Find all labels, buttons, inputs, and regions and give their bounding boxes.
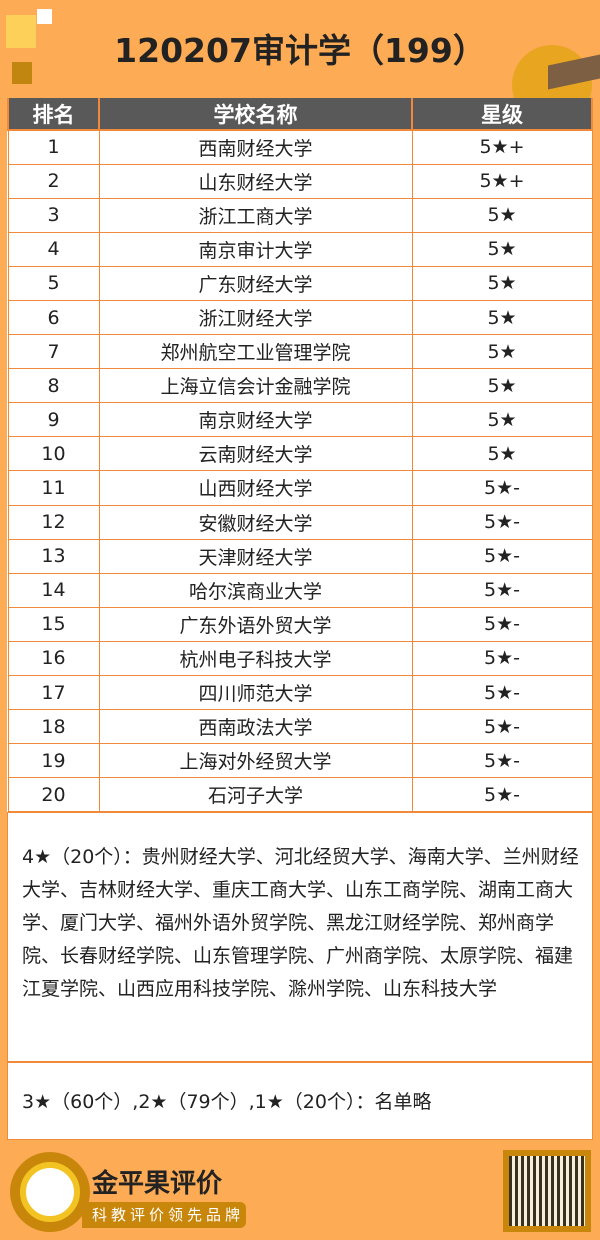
qr-code [503, 1150, 591, 1232]
four-star-list: 4★（20个）：贵州财经大学、河北经贸大学、海南大学、兰州财经大学、吉林财经大学… [7, 812, 593, 1062]
cell-stars: 5★- [411, 640, 593, 677]
table-row: 12 安徽财经大学 5★- [7, 504, 593, 540]
cell-school: 西南财经大学 [98, 129, 413, 165]
cell-school: 郑州航空工业管理学院 [98, 334, 413, 370]
table-row: 2 山东财经大学 5★+ [7, 163, 593, 199]
table-row: 14 哈尔滨商业大学 5★- [7, 572, 593, 608]
cell-rank: 13 [7, 538, 100, 574]
cell-stars: 5★+ [411, 129, 593, 165]
brand-logo [10, 1152, 90, 1232]
cell-school: 四川师范大学 [98, 674, 413, 711]
cell-school: 西南政法大学 [98, 709, 413, 745]
cell-rank: 11 [7, 470, 100, 506]
cell-stars: 5★- [411, 538, 593, 574]
table-row: 9 南京财经大学 5★ [7, 402, 593, 438]
cell-rank: 6 [7, 299, 100, 336]
cell-school: 上海对外经贸大学 [98, 743, 413, 779]
decor-square-brown [12, 62, 32, 84]
cell-rank: 19 [7, 743, 100, 779]
cell-rank: 5 [7, 265, 100, 301]
cell-school: 山东财经大学 [98, 163, 413, 199]
cell-rank: 10 [7, 436, 100, 472]
cell-stars: 5★- [411, 777, 593, 813]
decor-square-yellow [6, 15, 36, 48]
cell-rank: 1 [7, 129, 100, 165]
header-stars: 星级 [411, 98, 593, 131]
table-row: 3 浙江工商大学 5★ [7, 197, 593, 233]
cell-school: 浙江工商大学 [98, 197, 413, 233]
table-row: 16 杭州电子科技大学 5★- [7, 640, 593, 677]
cell-rank: 12 [7, 504, 100, 540]
cell-school: 浙江财经大学 [98, 299, 413, 336]
cell-rank: 20 [7, 777, 100, 813]
table-row: 7 郑州航空工业管理学院 5★ [7, 334, 593, 370]
table-row: 6 浙江财经大学 5★ [7, 299, 593, 336]
cell-stars: 5★- [411, 470, 593, 506]
table-row: 20 石河子大学 5★- [7, 777, 593, 813]
table-row: 5 广东财经大学 5★ [7, 265, 593, 301]
table-row: 11 山西财经大学 5★- [7, 470, 593, 506]
cell-stars: 5★ [411, 197, 593, 233]
cell-school: 上海立信会计金融学院 [98, 368, 413, 404]
page-title: 120207审计学（199） [114, 31, 486, 70]
table-row: 17 四川师范大学 5★- [7, 674, 593, 711]
cell-stars: 5★ [411, 436, 593, 472]
table-row: 15 广东外语外贸大学 5★- [7, 606, 593, 642]
cell-school: 天津财经大学 [98, 538, 413, 574]
cell-school: 南京财经大学 [98, 402, 413, 438]
cell-stars: 5★ [411, 402, 593, 438]
cell-stars: 5★ [411, 334, 593, 370]
cell-school: 南京审计大学 [98, 231, 413, 267]
table-row: 1 西南财经大学 5★+ [7, 129, 593, 165]
cell-school: 广东外语外贸大学 [98, 606, 413, 642]
brand-name: 金平果评价 [92, 1169, 223, 1199]
cell-school: 杭州电子科技大学 [98, 640, 413, 677]
table-row: 13 天津财经大学 5★- [7, 538, 593, 574]
ranking-table: 排名 学校名称 星级 1 西南财经大学 5★+ 2 山东财经大学 5★+ 3 浙江工商大学 5★… [7, 98, 593, 813]
cell-school: 山西财经大学 [98, 470, 413, 506]
cell-rank: 2 [7, 163, 100, 199]
decor-square-white [37, 9, 52, 24]
cell-rank: 4 [7, 231, 100, 267]
cell-stars: 5★ [411, 299, 593, 336]
cell-school: 安徽财经大学 [98, 504, 413, 540]
cell-school: 石河子大学 [98, 777, 413, 813]
cell-stars: 5★ [411, 231, 593, 267]
cell-rank: 18 [7, 709, 100, 745]
cell-stars: 5★- [411, 606, 593, 642]
cell-rank: 7 [7, 334, 100, 370]
table-row: 10 云南财经大学 5★ [7, 436, 593, 472]
header-school: 学校名称 [98, 98, 413, 131]
cell-rank: 17 [7, 674, 100, 711]
cell-rank: 14 [7, 572, 100, 608]
cell-school: 广东财经大学 [98, 265, 413, 301]
table-row: 19 上海对外经贸大学 5★- [7, 743, 593, 779]
table-row: 4 南京审计大学 5★ [7, 231, 593, 267]
cell-stars: 5★ [411, 368, 593, 404]
cell-school: 云南财经大学 [98, 436, 413, 472]
cell-stars: 5★+ [411, 163, 593, 199]
cell-stars: 5★- [411, 709, 593, 745]
table-row: 18 西南政法大学 5★- [7, 709, 593, 745]
cell-rank: 3 [7, 197, 100, 233]
cell-rank: 15 [7, 606, 100, 642]
table-row: 8 上海立信会计金融学院 5★ [7, 368, 593, 404]
cell-stars: 5★- [411, 674, 593, 711]
cell-school: 哈尔滨商业大学 [98, 572, 413, 608]
brand-slogan: 科教评价领先品牌 [82, 1202, 246, 1228]
cell-rank: 8 [7, 368, 100, 404]
cell-rank: 9 [7, 402, 100, 438]
cell-stars: 5★- [411, 572, 593, 608]
cell-stars: 5★- [411, 504, 593, 540]
cell-stars: 5★ [411, 265, 593, 301]
cell-rank: 16 [7, 640, 100, 677]
cell-stars: 5★- [411, 743, 593, 779]
header-rank: 排名 [7, 98, 100, 131]
other-stars-note: 3★（60个）,2★（79个）,1★（20个）：名单略 [7, 1062, 593, 1140]
